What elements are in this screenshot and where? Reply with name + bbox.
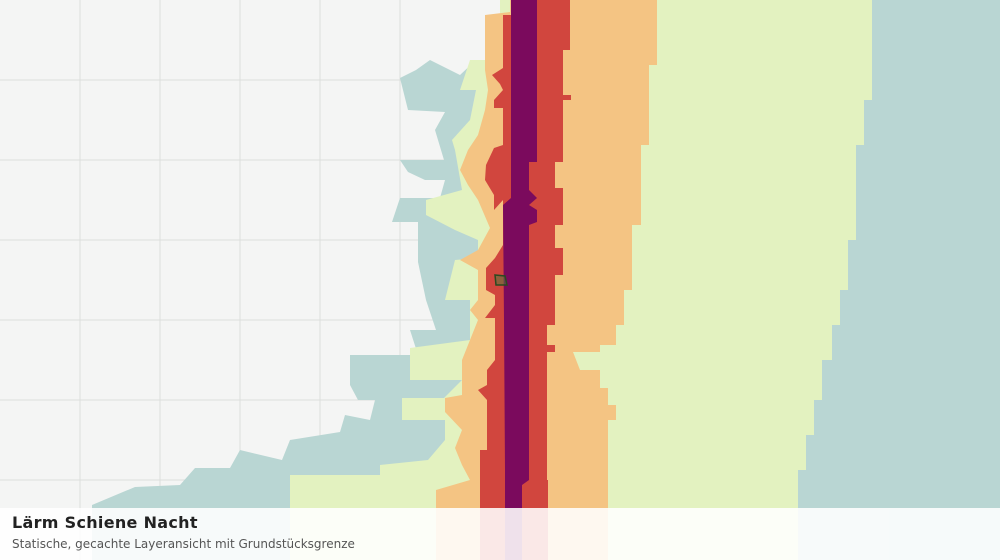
parcel-boundary[interactable] bbox=[494, 274, 508, 286]
legend-footer: Lärm Schiene Nacht Statische, gecachte L… bbox=[0, 508, 1000, 560]
layer-subtitle: Statische, gecachte Layeransicht mit Gru… bbox=[12, 537, 355, 551]
noise-zone-very-high bbox=[503, 0, 537, 560]
layer-title: Lärm Schiene Nacht bbox=[12, 513, 198, 532]
